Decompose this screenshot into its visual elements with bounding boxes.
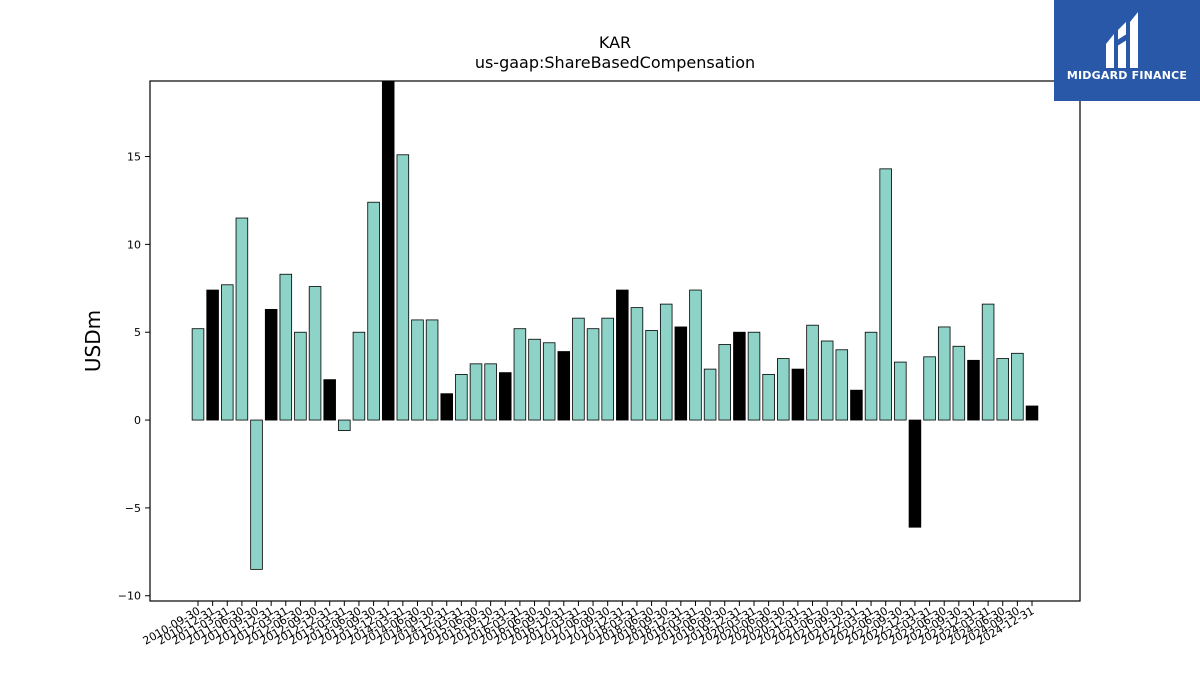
bar-2024-09-30 — [1011, 352, 1024, 421]
bar-2022-09-30 — [894, 361, 907, 421]
bar-2022-03-31 — [864, 331, 878, 421]
bar-2021-09-30 — [835, 349, 849, 421]
bar-2014-03-31 — [396, 154, 410, 421]
chart-subtitle: us-gaap:ShareBasedCompensation — [475, 53, 755, 72]
bar-2017-09-30 — [601, 317, 614, 421]
bar-2020-12-31 — [791, 368, 805, 421]
logo-text: MIDGARD FINANCE — [1066, 69, 1188, 82]
bar-2015-03-31 — [455, 373, 468, 421]
bars-group — [191, 80, 1039, 570]
bar-2024-03-31 — [981, 303, 995, 421]
bar-2024-12-31 — [1025, 405, 1039, 421]
bar-2015-12-31 — [499, 372, 512, 421]
bar-2022-06-30 — [879, 168, 892, 421]
bar-2018-06-30 — [645, 330, 658, 421]
bar-2012-06-30 — [294, 331, 307, 421]
bar-2016-06-30 — [528, 338, 541, 421]
y-tick-label: 0 — [134, 414, 141, 427]
bar-2017-12-31 — [616, 289, 629, 421]
y-tick-label: −5 — [125, 502, 141, 515]
y-tick-label: −10 — [118, 590, 141, 603]
bar-2019-09-30 — [718, 344, 731, 421]
bar-2023-12-31 — [967, 359, 980, 421]
bar-2016-09-30 — [542, 342, 556, 421]
bar-2020-03-31 — [747, 331, 761, 421]
bar-2019-06-30 — [703, 368, 717, 421]
bar-2014-09-30 — [425, 319, 439, 421]
bar-2011-03-31 — [221, 284, 234, 421]
bar-2016-12-31 — [557, 351, 571, 421]
bar-2013-09-30 — [367, 201, 380, 421]
bar-2023-06-30 — [937, 326, 951, 421]
chart-title: KAR — [599, 33, 631, 52]
bar-2013-12-31 — [381, 80, 395, 421]
bar-2010-09-30 — [191, 328, 205, 421]
bar-2020-09-30 — [777, 358, 790, 421]
bar-2011-09-30 — [250, 419, 263, 570]
y-tick-label: 15 — [127, 151, 141, 164]
bar-2021-03-31 — [806, 324, 819, 421]
bar-2012-12-31 — [323, 379, 336, 421]
y-tick-label: 5 — [134, 326, 141, 339]
bar-2018-09-30 — [659, 303, 673, 421]
y-axis-label: USDm — [81, 310, 105, 372]
bar-2018-12-31 — [674, 326, 688, 421]
x-axis-ticks: 2010-09-302010-12-312011-03-312011-06-30… — [141, 601, 1037, 648]
bar-2017-06-30 — [586, 328, 600, 421]
bar-2011-12-31 — [264, 308, 278, 421]
bar-2016-03-31 — [513, 328, 527, 421]
bar-2019-03-31 — [689, 289, 702, 421]
bar-2014-12-31 — [440, 393, 453, 421]
bar-2024-06-30 — [996, 358, 1009, 421]
bar-2011-06-30 — [235, 217, 249, 421]
logo-mark-icon — [1106, 12, 1138, 68]
bar-2012-09-30 — [308, 286, 322, 421]
bar-2019-12-31 — [733, 331, 746, 421]
y-tick-label: 10 — [127, 238, 141, 251]
bar-2015-06-30 — [469, 363, 483, 421]
bar-2021-12-31 — [850, 389, 863, 421]
bar-2015-09-30 — [484, 363, 497, 421]
bar-2023-03-31 — [923, 356, 936, 421]
bar-2012-03-31 — [279, 273, 293, 421]
brand-logo: MIDGARD FINANCE — [1054, 0, 1200, 101]
plot-frame — [149, 80, 1081, 602]
bar-2020-06-30 — [762, 373, 775, 421]
bar-2013-06-30 — [352, 331, 366, 421]
bar-2022-12-31 — [908, 419, 922, 528]
bar-2018-03-31 — [630, 307, 644, 421]
bar-2013-03-31 — [338, 419, 351, 431]
bar-2014-06-30 — [411, 319, 424, 421]
bar-2023-09-30 — [952, 345, 966, 421]
bar-2010-12-31 — [206, 289, 219, 421]
bar-2021-06-30 — [820, 340, 834, 421]
y-axis-ticks: −10 −5 0 5 10 15 — [118, 151, 150, 603]
bar-2017-03-31 — [572, 317, 585, 421]
